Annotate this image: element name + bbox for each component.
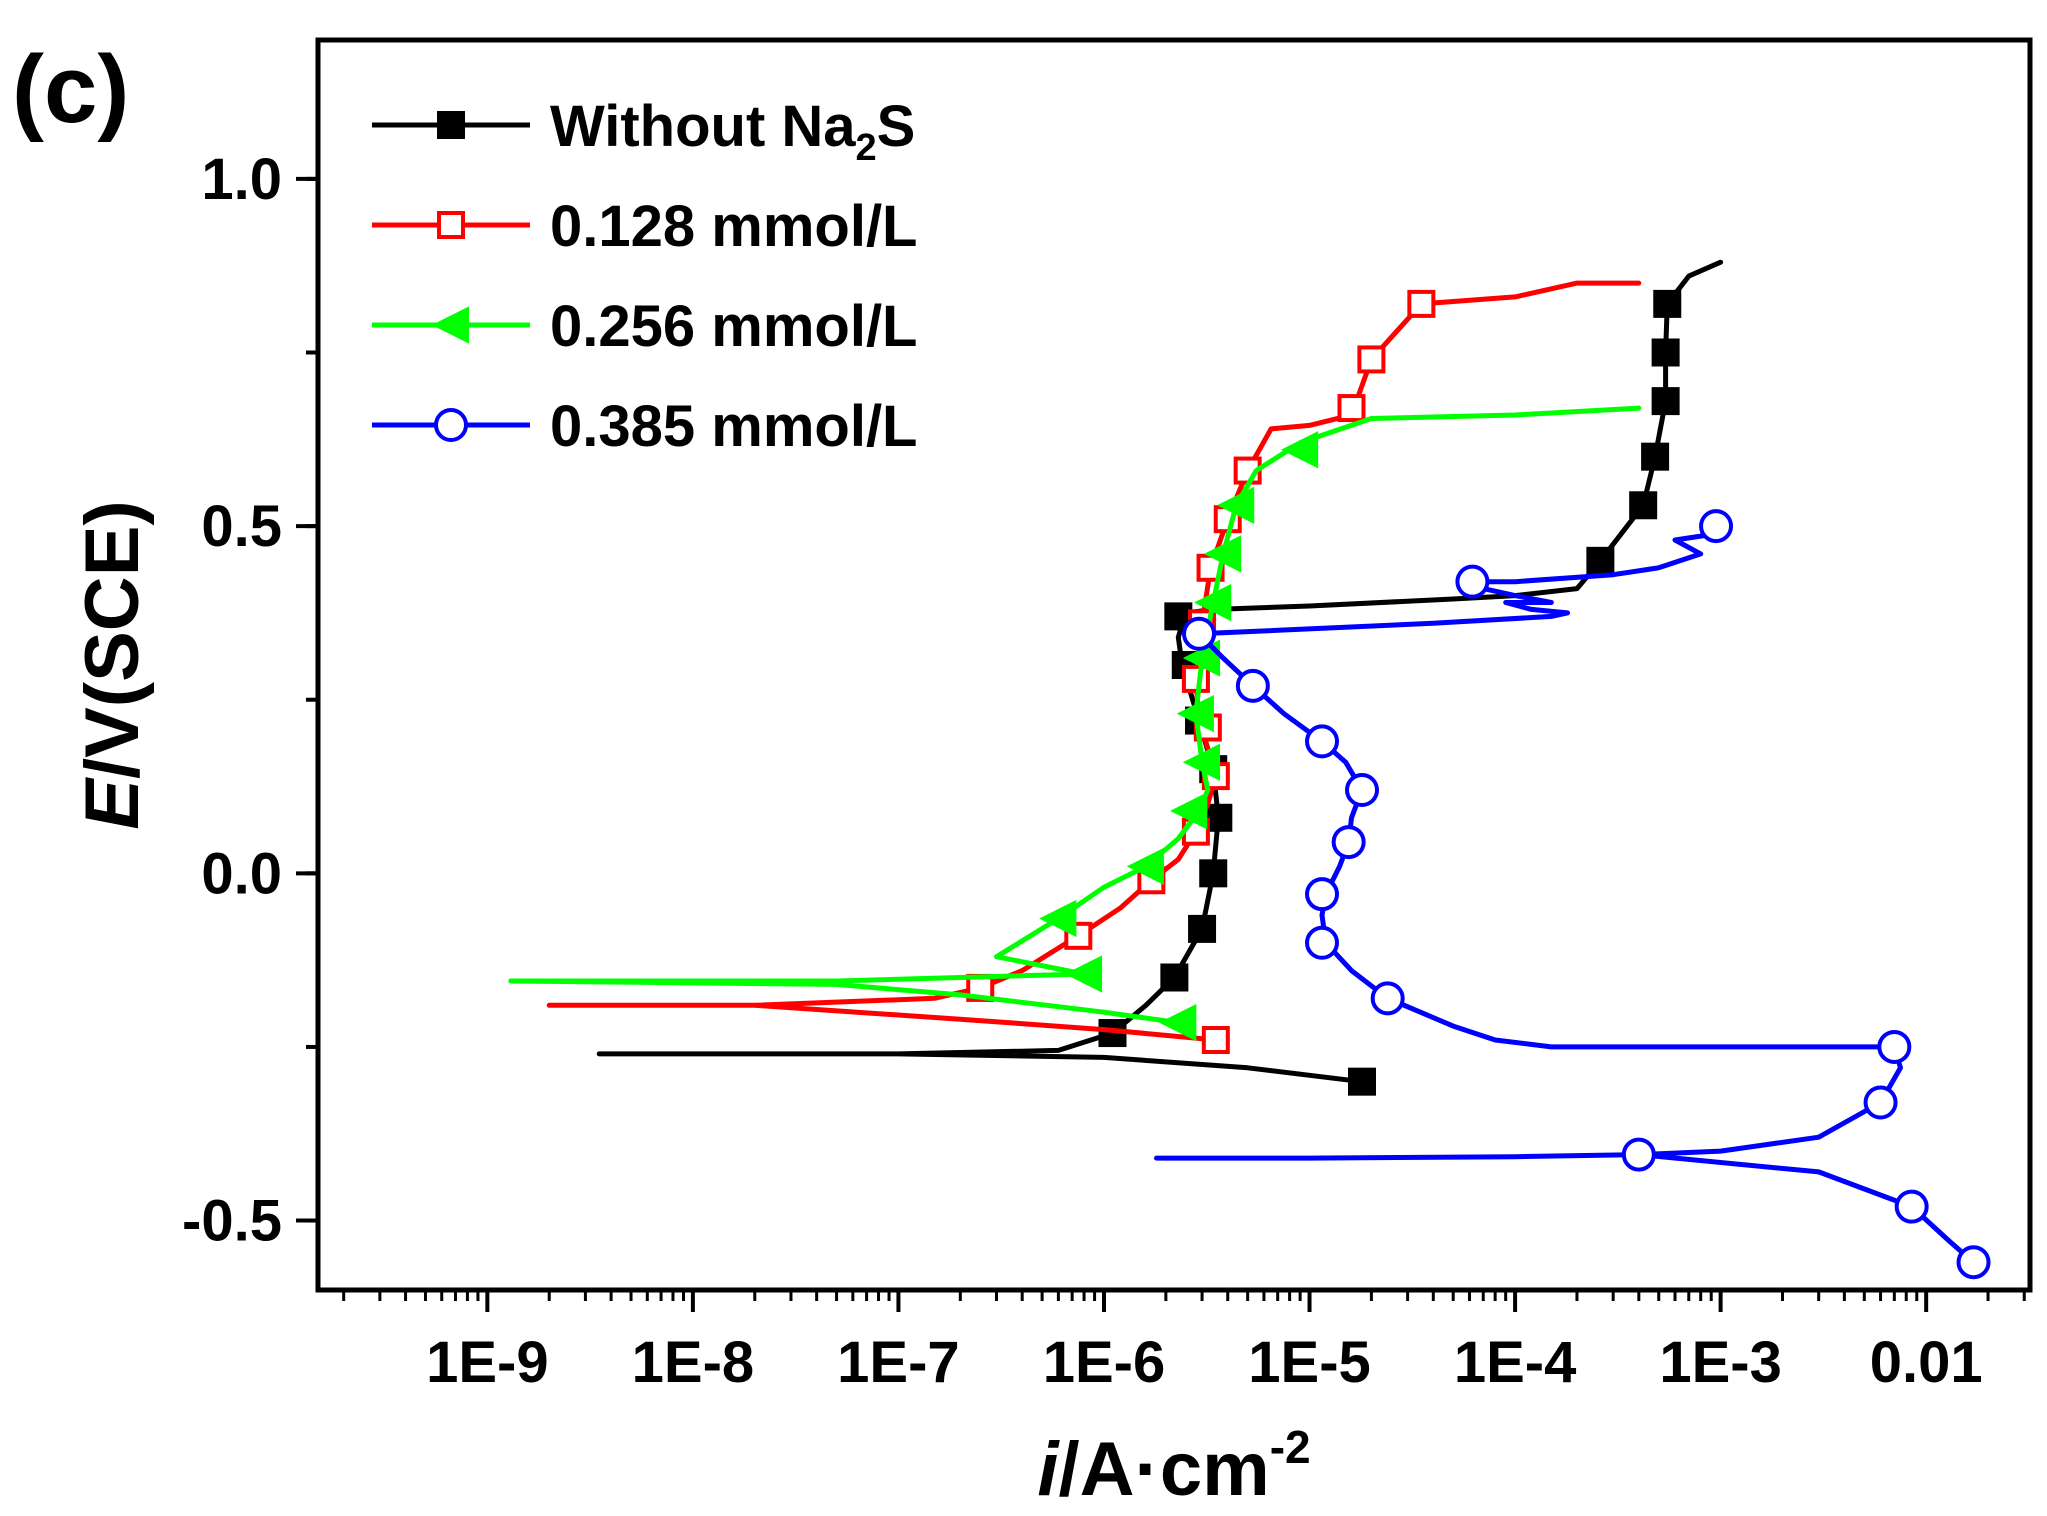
series-0	[596, 259, 1724, 1096]
data-point	[1331, 825, 1366, 860]
data-point	[1345, 773, 1380, 807]
data-point	[1217, 486, 1255, 524]
series-3	[1154, 509, 1991, 1280]
series-line	[596, 259, 1724, 1085]
data-point	[1651, 387, 1680, 416]
data-point	[1621, 1137, 1656, 1172]
legend-label-main: 0.256 mmol/L	[550, 294, 917, 359]
data-point	[1159, 1004, 1197, 1042]
data-point	[1357, 345, 1386, 374]
legend-label-main: 0.385 mmol/L	[550, 394, 917, 459]
legend-marker	[437, 211, 465, 239]
data-point	[1126, 847, 1164, 886]
x-tick-label: 1E-5	[1248, 1330, 1371, 1395]
y-tick-label: 1.0	[201, 147, 282, 212]
data-point	[1235, 668, 1270, 703]
data-point	[1193, 583, 1232, 622]
series-line	[1154, 523, 1903, 1161]
data-point	[1181, 664, 1210, 693]
legend-marker	[434, 408, 468, 442]
data-point	[1170, 792, 1208, 830]
data-point	[1877, 1029, 1912, 1064]
data-point	[1894, 1189, 1929, 1224]
x-tick-label: 1E-3	[1659, 1330, 1782, 1395]
x-axis-title: i/A·cm-2	[1037, 1421, 1310, 1512]
data-point	[1305, 724, 1340, 759]
data-point	[1160, 963, 1189, 992]
data-point	[1203, 535, 1242, 573]
data-point	[1182, 743, 1221, 781]
y-axis-title: E/V(SCE)	[70, 500, 155, 829]
y-tick-label: -0.5	[182, 1189, 282, 1254]
legend-label-sub: 2	[856, 127, 877, 169]
data-point	[1641, 442, 1670, 471]
legend-label: 0.128 mmol/L	[550, 194, 917, 259]
data-point	[1863, 1085, 1898, 1120]
legend-label-main: 0.128 mmol/L	[550, 194, 917, 259]
data-point	[1188, 914, 1217, 943]
data-point	[1064, 955, 1103, 993]
legend-label-main: Without Na	[550, 94, 856, 159]
panel-label: (c)	[12, 36, 129, 143]
legend: Without Na2S 0.128 mmol/L 0.256 mmol/L 0.38…	[372, 94, 917, 459]
data-point	[1305, 877, 1340, 912]
legend-label: Without Na2S	[550, 94, 915, 169]
data-point	[1199, 859, 1228, 888]
data-point	[1407, 289, 1436, 318]
x-tick-label: 1E-6	[1043, 1330, 1166, 1395]
data-point	[1370, 981, 1405, 1016]
legend-marker	[431, 306, 469, 344]
data-point	[1201, 1026, 1230, 1054]
legend-label: 0.385 mmol/L	[550, 394, 917, 459]
data-point	[1176, 694, 1214, 733]
plot-frame	[315, 37, 2033, 1293]
y-tick-label: 0.0	[201, 841, 282, 906]
data-point	[1455, 564, 1490, 599]
x-tick-label: 0.01	[1870, 1330, 1983, 1395]
legend-label-tail: S	[877, 94, 916, 159]
legend-marker	[437, 111, 465, 139]
x-tick-label: 1E-8	[632, 1330, 755, 1395]
data-point	[1653, 289, 1682, 318]
data-point	[1039, 899, 1077, 938]
data-point	[1337, 394, 1366, 423]
data-point	[1629, 491, 1658, 520]
legend-label: 0.256 mmol/L	[550, 294, 917, 359]
data-point	[1699, 509, 1734, 544]
data-point	[1280, 431, 1319, 469]
series-2	[508, 405, 1642, 1042]
data-point	[1956, 1245, 1991, 1280]
x-tick-label: 1E-7	[837, 1330, 960, 1395]
y-tick-label: 0.5	[201, 494, 282, 559]
data-point	[1586, 546, 1615, 575]
data-point	[1651, 338, 1680, 367]
x-tick-label: 1E-9	[426, 1330, 549, 1395]
data-point	[1182, 616, 1217, 651]
data-point	[1305, 925, 1340, 960]
x-tick-label: 1E-4	[1454, 1330, 1577, 1395]
data-point	[1064, 921, 1093, 950]
data-point	[1348, 1067, 1377, 1096]
